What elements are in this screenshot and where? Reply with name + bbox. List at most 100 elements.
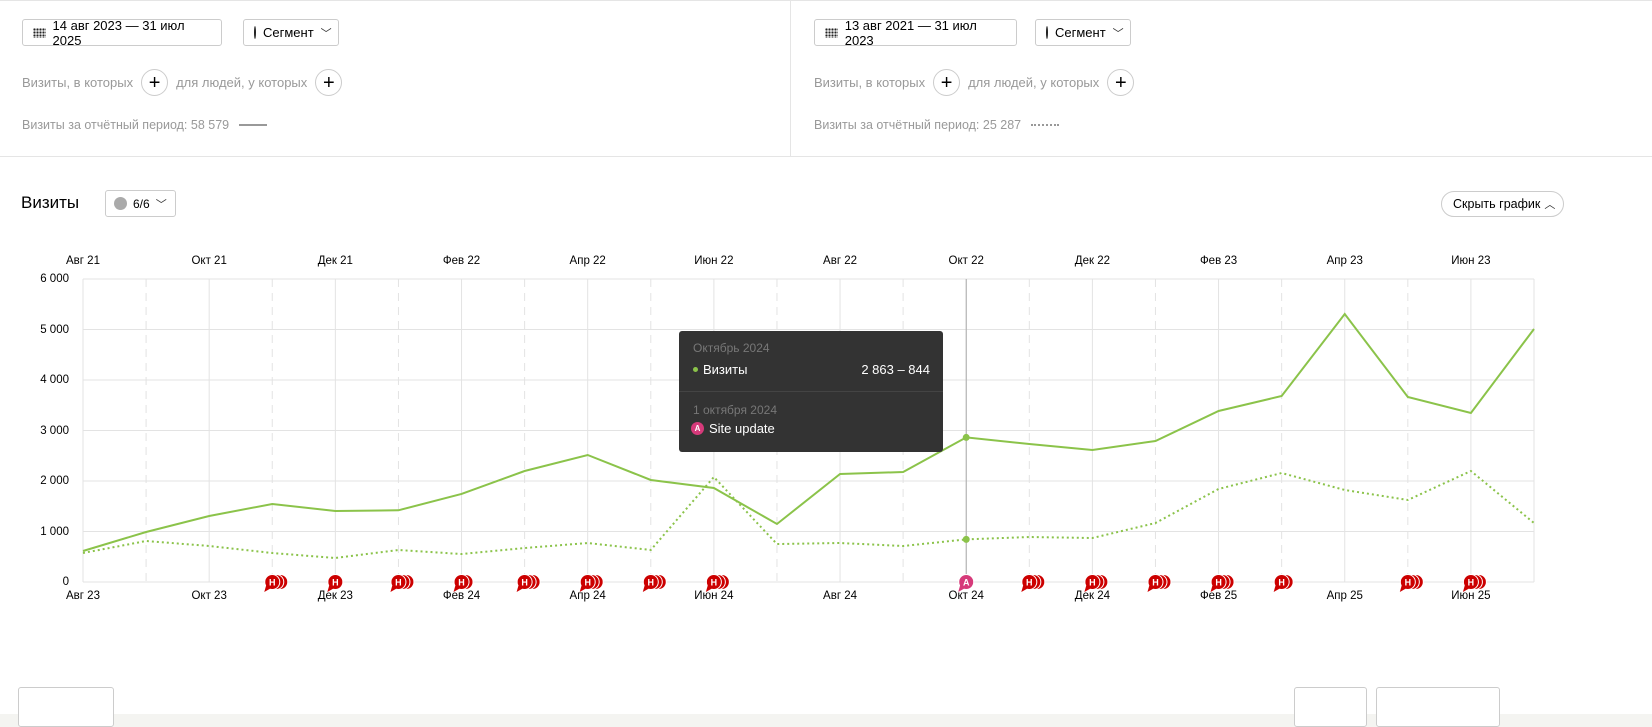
- visits-filter-label: Визиты, в которых: [814, 75, 926, 90]
- x-tick-label-top: Фев 23: [1199, 255, 1238, 267]
- annotation-letter: H: [332, 578, 339, 588]
- x-tick-label-top: Авг 21: [66, 255, 100, 267]
- annotation-h-marker[interactable]: H: [516, 574, 541, 593]
- x-tick-label-bottom: Фев 25: [1199, 590, 1238, 602]
- total-label: Визиты за отчётный период: 25 287: [814, 118, 1022, 132]
- chevron-down-icon: ﹀: [1112, 27, 1124, 40]
- calendar-icon: [33, 27, 46, 38]
- annotation-h-marker[interactable]: H: [579, 574, 604, 593]
- annotation-h-marker[interactable]: H: [453, 574, 474, 593]
- y-tick-label: 0: [62, 576, 69, 588]
- annotation-h-marker[interactable]: H: [264, 574, 289, 593]
- annotation-h-marker[interactable]: H: [1210, 574, 1235, 593]
- x-tick-label-top: Апр 22: [569, 255, 606, 267]
- annotation-letter: H: [1468, 578, 1475, 588]
- y-tick-label: 2 000: [40, 475, 69, 487]
- x-tick-label-bottom: Июн 24: [694, 590, 734, 602]
- x-tick-label-bottom: Апр 25: [1326, 590, 1363, 602]
- annotation-h-marker[interactable]: H: [327, 574, 344, 593]
- segment-button-compare[interactable]: Сегмент ﹀: [1035, 19, 1131, 46]
- x-tick-label-bottom: Июн 25: [1451, 590, 1491, 602]
- add-people-filter-button[interactable]: +: [315, 69, 343, 96]
- annotation-tail: [1021, 585, 1029, 592]
- hide-chart-button[interactable]: Скрыть график ︿: [1441, 191, 1565, 217]
- dotted-line-legend: [1031, 124, 1060, 126]
- annotation-h-marker[interactable]: H: [705, 574, 730, 593]
- segment-label: Сегмент: [1055, 25, 1106, 40]
- annotations-filter-button[interactable]: 6/6 ﹀: [105, 190, 176, 217]
- annotation-tail: [705, 585, 713, 592]
- solid-line-legend: [239, 124, 268, 126]
- annotation-tail: [1084, 585, 1092, 592]
- segment-button-primary[interactable]: Сегмент ﹀: [243, 19, 339, 46]
- annotation-h-marker[interactable]: H: [1399, 574, 1424, 593]
- annotation-letter: H: [458, 578, 465, 588]
- y-tick-label: 3 000: [40, 424, 69, 437]
- annotation-bubble: [264, 574, 281, 590]
- annotation-bubble: [958, 574, 975, 590]
- footer-button-left[interactable]: [18, 687, 114, 727]
- annotation-tail: [958, 585, 966, 592]
- tooltip-series-row: Визиты 2 863 – 844: [693, 362, 930, 377]
- annotation-bubble: [642, 574, 659, 590]
- x-tick-label-bottom: Апр 24: [569, 590, 606, 602]
- x-tick-label-top: Фев 22: [442, 255, 481, 267]
- annotation-tail: [516, 585, 524, 592]
- y-tick-label: 4 000: [40, 374, 69, 386]
- annotation-bubble: [1147, 574, 1164, 590]
- date-range-button-primary[interactable]: 14 авг 2023 — 31 июл 2025: [22, 18, 222, 48]
- add-people-filter-button[interactable]: +: [1107, 69, 1135, 96]
- chevron-down-icon: ﹀: [320, 27, 332, 40]
- date-range-label: 13 авг 2021 — 31 июл 2023: [844, 17, 977, 48]
- annotation-h-marker[interactable]: H: [1084, 574, 1109, 593]
- filter-row-primary: Визиты, в которых + для людей, у которых…: [22, 69, 343, 96]
- annotation-letter: H: [711, 578, 718, 588]
- tooltip-value: 2 863 – 844: [861, 362, 930, 377]
- annotation-bubble: [453, 574, 470, 590]
- annotation-letter: H: [269, 578, 276, 588]
- chart-title: Визиты: [21, 193, 80, 212]
- footer-button-right-2[interactable]: [1376, 687, 1500, 727]
- data-point: [962, 535, 970, 543]
- annotation-tail: [1147, 585, 1155, 592]
- annotation-bubble-icon: [114, 197, 127, 210]
- annotation-letter: H: [1278, 578, 1285, 588]
- annotation-h-marker[interactable]: H: [642, 574, 667, 593]
- x-tick-label-bottom: Фев 24: [442, 590, 481, 602]
- annotation-tail: [1462, 585, 1470, 592]
- annotation-a-marker[interactable]: A: [958, 574, 975, 593]
- x-tick-label-top: Июн 23: [1451, 255, 1491, 267]
- x-tick-label-top: Авг 22: [823, 255, 858, 267]
- annotation-h-marker[interactable]: H: [390, 574, 415, 593]
- annotation-bubble: [390, 574, 407, 590]
- chevron-up-icon: ︿: [1544, 199, 1556, 211]
- add-visits-filter-button[interactable]: +: [141, 69, 169, 96]
- annotation-tail: [1399, 585, 1407, 592]
- total-primary: Визиты за отчётный период: 58 579: [22, 118, 268, 132]
- x-tick-label-top: Дек 21: [317, 255, 353, 267]
- tooltip-series-label: Визиты: [703, 362, 748, 377]
- add-visits-filter-button[interactable]: +: [933, 69, 961, 96]
- annotation-tail: [453, 585, 461, 592]
- annotation-letter: H: [584, 578, 591, 588]
- y-tick-label: 5 000: [40, 323, 69, 336]
- top-border: [0, 0, 1652, 1]
- annotation-letter: H: [395, 578, 402, 588]
- date-range-button-compare[interactable]: 13 авг 2021 — 31 июл 2023: [814, 17, 1017, 48]
- annotation-h-marker[interactable]: H: [1273, 574, 1294, 593]
- hide-chart-label: Скрыть график: [1453, 197, 1541, 211]
- annotation-h-marker[interactable]: H: [1021, 574, 1046, 593]
- people-filter-label: для людей, у которых: [968, 75, 1100, 90]
- data-point: [962, 433, 970, 441]
- annotation-a-icon: A: [691, 422, 704, 435]
- annotation-bubble: [579, 574, 596, 590]
- annotations-count: 6/6: [133, 196, 150, 211]
- annotation-h-marker[interactable]: H: [1147, 574, 1172, 593]
- footer-strip: [0, 714, 1652, 727]
- annotation-bubble: [516, 574, 533, 590]
- footer-button-right-1[interactable]: [1294, 687, 1367, 727]
- filter-row-compare: Визиты, в которых + для людей, у которых…: [814, 69, 1135, 96]
- tooltip-annotation: A Site update: [691, 421, 775, 436]
- annotation-h-marker[interactable]: H: [1462, 574, 1487, 593]
